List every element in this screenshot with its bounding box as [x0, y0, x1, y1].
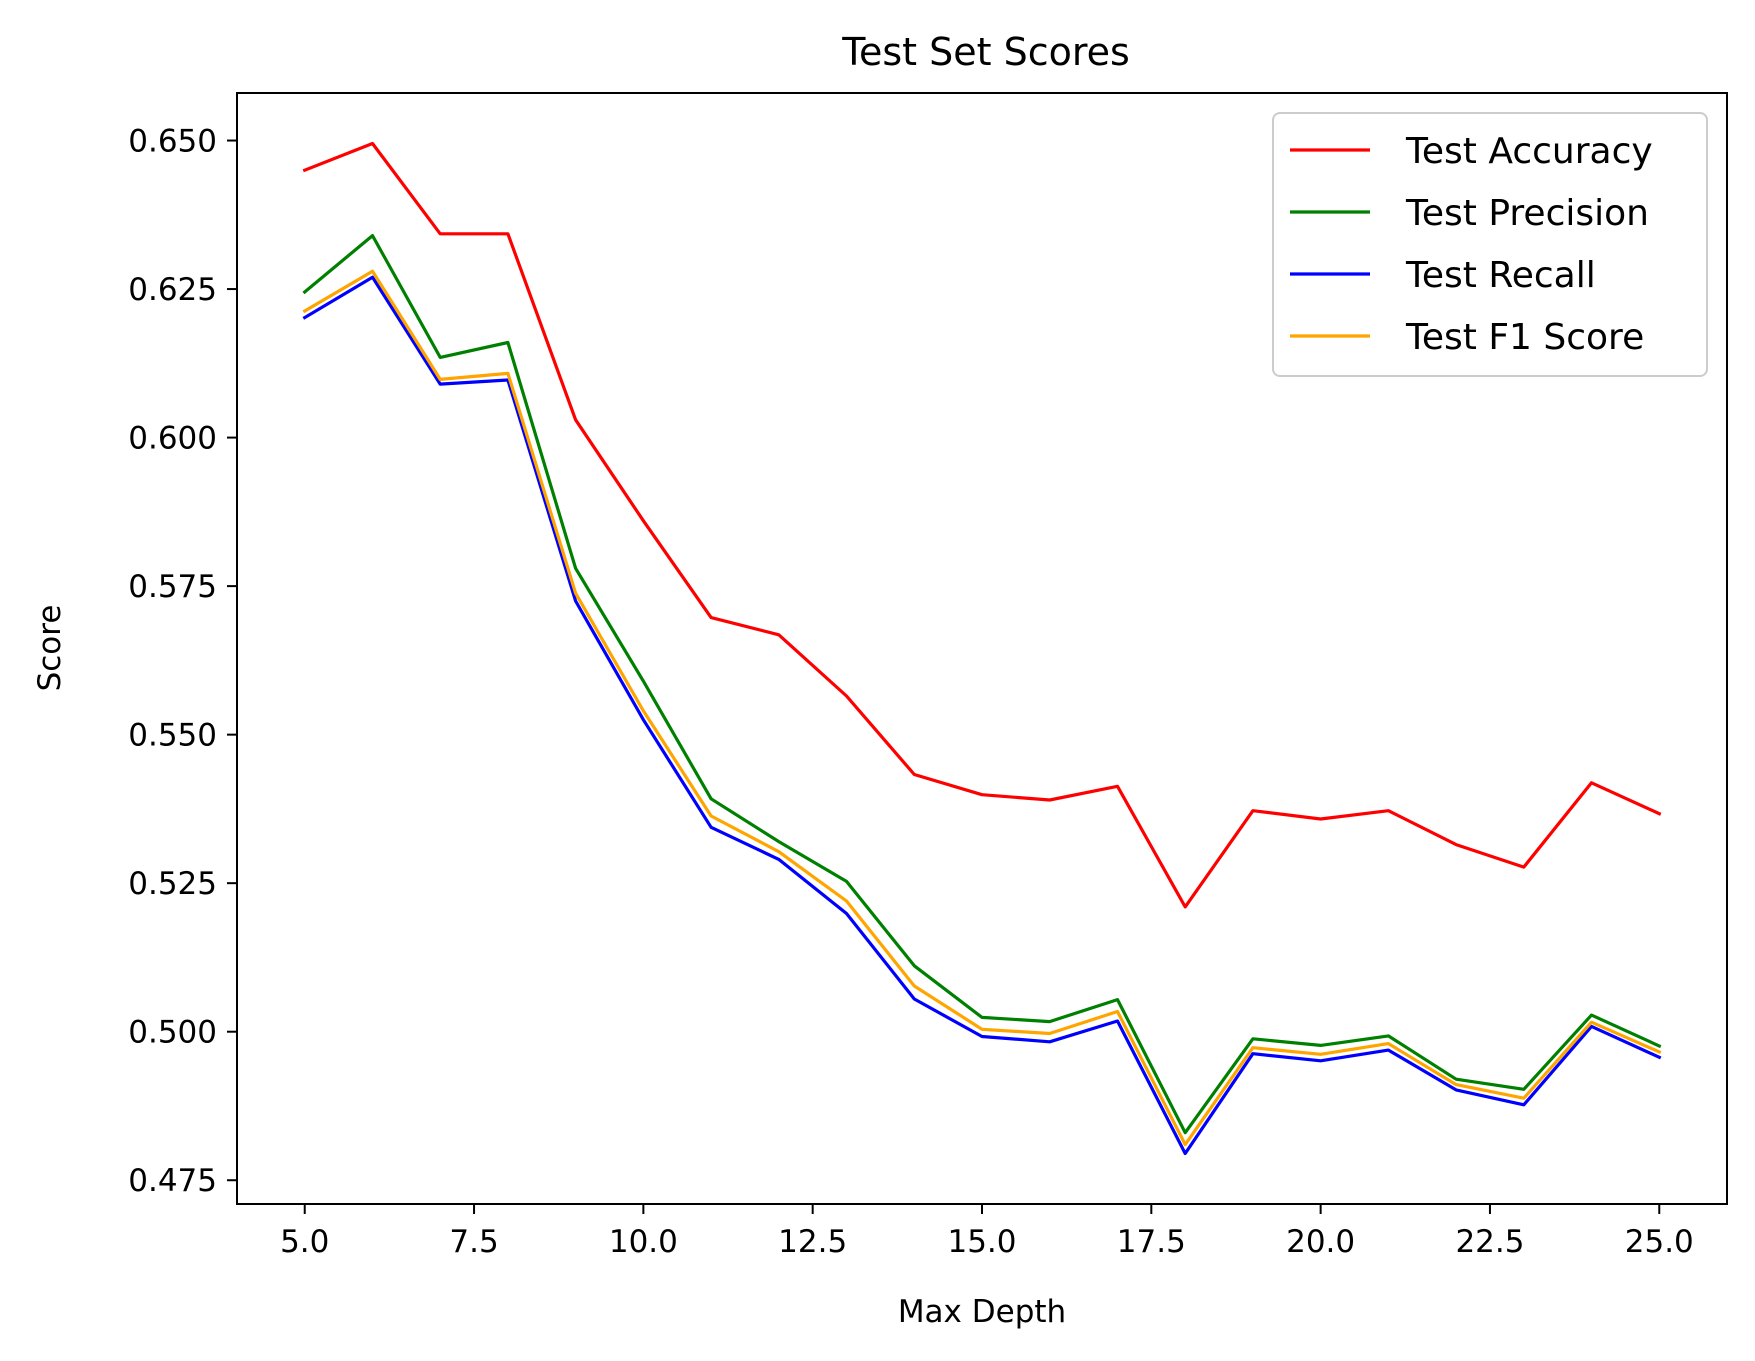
- x-axis-title: Max Depth: [898, 1294, 1066, 1330]
- x-tick-label: 12.5: [778, 1224, 847, 1260]
- legend-box: [1272, 112, 1708, 377]
- x-axis: 5.0 7.5 10.0 12.5 15.0 17.5 20.0 22.5 25.0: [280, 1204, 1694, 1260]
- series-layer: [302, 141, 1662, 1156]
- x-tick-label: 7.5: [449, 1224, 498, 1260]
- series-line-test-recall: [302, 275, 1662, 1156]
- legend-label: Test Accuracy: [1405, 131, 1653, 172]
- legend-entries: Test Accuracy Test Precision Test Recall Te…: [1290, 131, 1653, 358]
- y-tick-label: 0.575: [128, 569, 217, 605]
- x-tick-label: 10.0: [609, 1224, 678, 1260]
- x-tick-label: 20.0: [1286, 1224, 1355, 1260]
- y-tick-label: 0.500: [128, 1015, 217, 1051]
- y-tick-label: 0.625: [128, 272, 217, 308]
- legend-label: Test Recall: [1405, 255, 1596, 296]
- y-tick-label: 0.650: [128, 124, 217, 160]
- series-line-test-accuracy: [302, 141, 1662, 909]
- x-tick-label: 22.5: [1455, 1224, 1524, 1260]
- x-tick-label: 5.0: [280, 1224, 329, 1260]
- y-axis-title: Score: [32, 605, 68, 692]
- x-tick-label: 25.0: [1625, 1224, 1694, 1260]
- x-tick-label: 17.5: [1117, 1224, 1186, 1260]
- x-tick-label: 15.0: [947, 1224, 1016, 1260]
- y-axis: 0.475 0.500 0.525 0.550 0.575 0.600 0.625 0.650: [128, 124, 237, 1199]
- series-line-test-precision: [302, 234, 1662, 1135]
- y-tick-label: 0.475: [128, 1163, 217, 1199]
- legend-label: Test F1 Score: [1405, 317, 1644, 358]
- legend-label: Test Precision: [1405, 193, 1649, 234]
- legend: Test Accuracy Test Precision Test Recall Te…: [1272, 112, 1708, 377]
- chart-title: Test Set Scores: [841, 30, 1130, 74]
- y-tick-label: 0.525: [128, 866, 217, 902]
- y-tick-label: 0.600: [128, 421, 217, 457]
- series-line-test-f1-score: [302, 269, 1662, 1147]
- y-tick-label: 0.550: [128, 718, 217, 754]
